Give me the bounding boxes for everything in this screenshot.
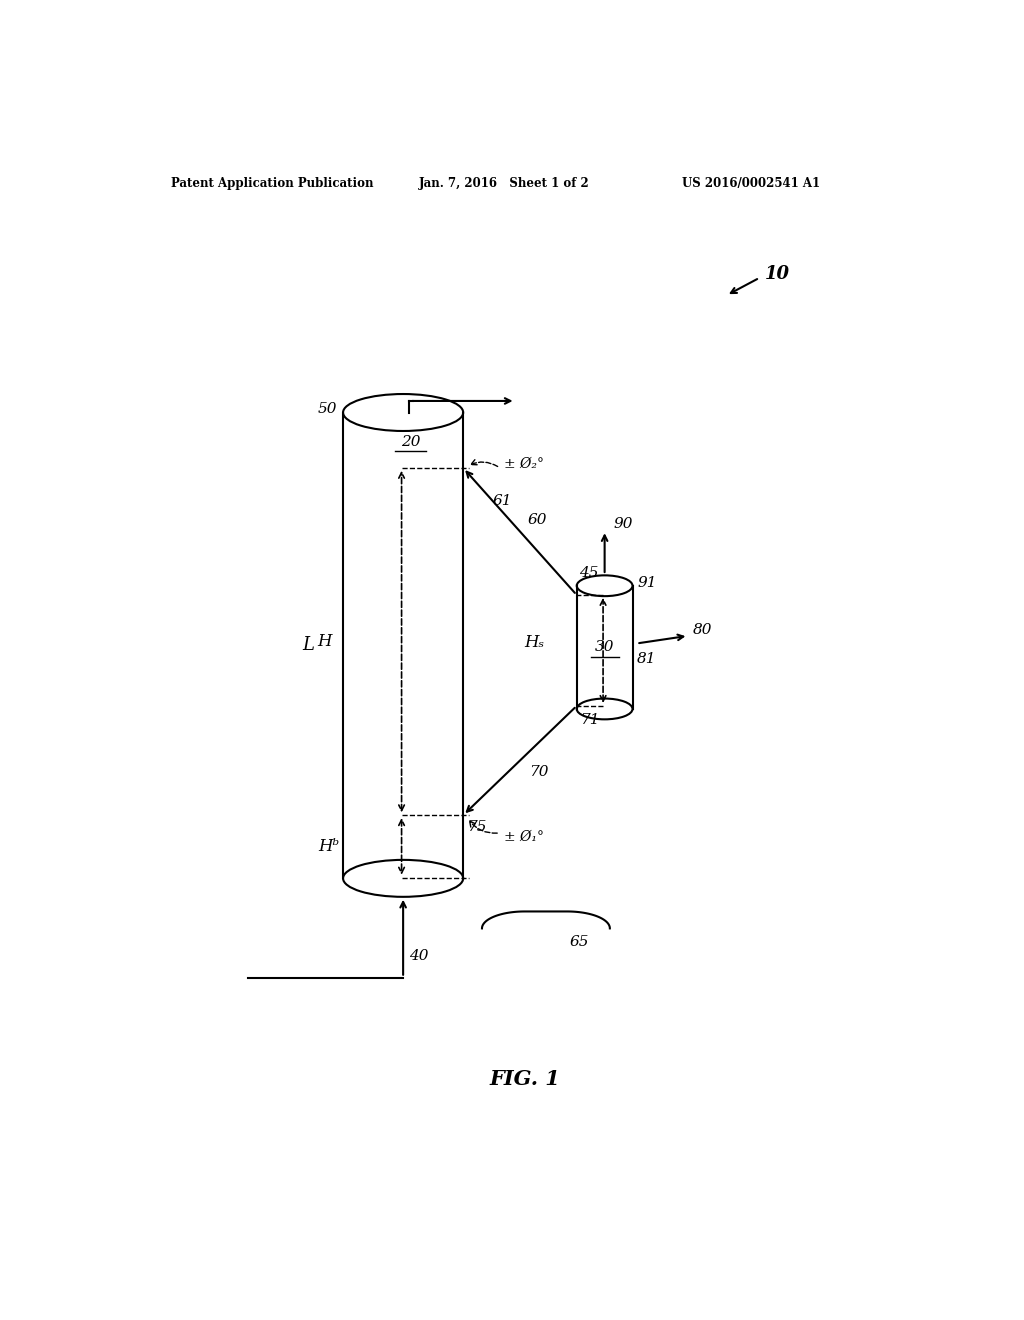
Text: 65: 65 <box>569 936 589 949</box>
Text: 91: 91 <box>637 576 656 590</box>
Text: Jan. 7, 2016   Sheet 1 of 2: Jan. 7, 2016 Sheet 1 of 2 <box>419 177 590 190</box>
Text: 71: 71 <box>581 713 600 727</box>
Text: Hₛ: Hₛ <box>524 634 544 651</box>
Text: 60: 60 <box>527 513 547 527</box>
Text: 80: 80 <box>693 623 713 638</box>
Text: 61: 61 <box>493 494 512 508</box>
Text: 10: 10 <box>765 265 791 282</box>
Text: 20: 20 <box>401 434 421 449</box>
Text: 90: 90 <box>614 517 634 531</box>
Text: 81: 81 <box>636 652 656 665</box>
Text: 30: 30 <box>595 640 614 655</box>
Text: FIG. 1: FIG. 1 <box>489 1069 560 1089</box>
Text: 50: 50 <box>317 401 337 416</box>
Text: Hᵇ: Hᵇ <box>318 838 339 855</box>
Text: ± Ø₂°: ± Ø₂° <box>504 457 544 471</box>
Text: L: L <box>302 636 314 655</box>
Text: 45: 45 <box>579 566 598 579</box>
Text: 70: 70 <box>529 766 549 779</box>
Text: 40: 40 <box>410 949 429 964</box>
Text: 75: 75 <box>467 820 486 834</box>
Text: ± Ø₁°: ± Ø₁° <box>504 830 544 843</box>
Text: Patent Application Publication: Patent Application Publication <box>171 177 373 190</box>
Text: US 2016/0002541 A1: US 2016/0002541 A1 <box>682 177 820 190</box>
Text: H: H <box>317 634 332 649</box>
